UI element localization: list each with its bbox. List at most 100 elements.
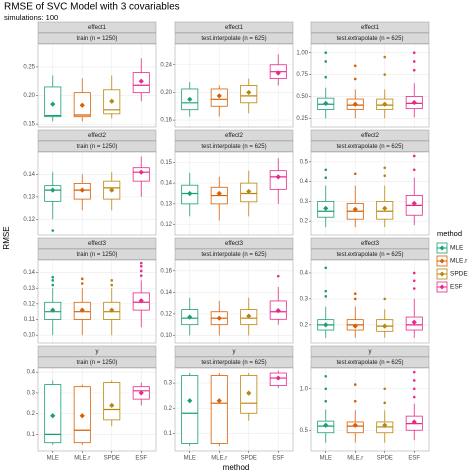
mean-marker: [187, 314, 193, 320]
legend-key-mean: [439, 284, 445, 290]
panel-border: [37, 367, 157, 452]
y-tick-label: 0.3: [164, 381, 173, 387]
box: [181, 375, 199, 444]
outlier: [353, 77, 357, 81]
mean-marker: [352, 206, 358, 212]
strip: [310, 21, 430, 33]
mean-marker: [187, 190, 193, 197]
outlier: [383, 174, 387, 178]
mean-marker: [275, 375, 281, 381]
strip: [37, 21, 157, 33]
outlier: [383, 73, 387, 76]
strip: [174, 140, 294, 152]
outlier: [353, 172, 357, 176]
legend-key-mean: [439, 245, 445, 251]
mean-marker: [79, 102, 85, 108]
y-tick-label: 0.14: [160, 290, 172, 296]
y-tick-label: 0.10: [23, 333, 35, 339]
x-tick-label: SPDE: [377, 456, 393, 462]
y-tick-label: 0.2: [164, 406, 173, 412]
panel-background: [175, 44, 293, 127]
strip: [37, 32, 157, 44]
strip-label: test.interpolate (n = 625): [201, 252, 266, 258]
y-axis-label: RMSE: [2, 226, 11, 249]
panel-border: [37, 43, 157, 128]
mean-marker: [216, 315, 222, 321]
panel-border: [310, 151, 430, 236]
strip-label: train (n = 1250): [77, 36, 118, 42]
outlier: [324, 295, 328, 298]
strip: [174, 237, 294, 249]
mean-marker: [323, 422, 329, 428]
strip: [310, 356, 430, 368]
outlier: [412, 51, 416, 55]
strip: [174, 248, 294, 260]
mean-marker: [109, 187, 115, 193]
strip-label: effect1: [88, 25, 107, 31]
y-tick-label: 0.20: [23, 93, 35, 99]
outlier: [412, 387, 416, 391]
y-tick-label: 0.20: [160, 90, 172, 96]
strip-label: train (n = 1250): [77, 252, 118, 258]
strip: [37, 129, 157, 141]
mean-marker: [216, 93, 222, 99]
mean-marker: [411, 200, 417, 206]
outlier: [110, 283, 114, 287]
mean-marker: [411, 319, 417, 325]
chart-title: RMSE of SVC Model with 3 covariables: [4, 2, 180, 13]
legend-title: method: [437, 229, 462, 238]
box: [103, 382, 121, 421]
x-tick-label: MLE.r: [347, 456, 363, 462]
y-tick-label: 1.00: [296, 50, 308, 56]
strip-label: y: [369, 349, 372, 355]
y-tick-label: 0.75: [296, 72, 308, 78]
mean-marker: [187, 96, 193, 102]
mean-marker: [382, 101, 388, 107]
outlier: [51, 275, 55, 279]
legend-label: MLE.r: [450, 258, 468, 265]
panel-border: [174, 43, 294, 128]
legend-key-mean: [439, 258, 445, 264]
outlier: [139, 264, 143, 268]
strip-label: test.extrapolate (n = 625): [337, 252, 404, 258]
y-tick-label: 0.4: [300, 179, 309, 185]
mean-marker: [352, 101, 358, 107]
mean-marker: [246, 313, 252, 319]
y-tick-label: 0.50: [296, 94, 308, 100]
panel-background: [311, 368, 429, 451]
x-tick-label: ESF: [135, 456, 147, 462]
y-tick-label: 0.2: [27, 411, 36, 417]
mean-marker: [352, 422, 358, 428]
y-tick-label: 0.10: [160, 333, 172, 339]
outlier: [324, 75, 328, 79]
mean-marker: [382, 205, 388, 211]
legend-label: ESF: [450, 284, 463, 291]
y-tick-label: 0.12: [160, 311, 172, 317]
y-tick-label: 0.24: [160, 62, 172, 68]
strip: [310, 129, 430, 141]
outlier: [324, 168, 328, 172]
strip: [37, 356, 157, 368]
strip-label: effect2: [88, 133, 107, 139]
mean-marker: [323, 322, 329, 328]
y-tick-label: 0.12: [160, 222, 172, 228]
outlier: [324, 176, 328, 179]
y-tick-label: 0.4: [27, 370, 36, 376]
mean-marker: [79, 413, 85, 419]
strip-label: train (n = 1250): [77, 360, 118, 366]
strip-label: effect2: [361, 133, 380, 139]
strip: [37, 345, 157, 357]
y-tick-label: 0.16: [160, 118, 172, 124]
strip: [174, 345, 294, 357]
strip-label: y: [96, 349, 99, 355]
y-tick-label: 0.13: [160, 201, 172, 207]
mean-marker: [50, 187, 56, 193]
outlier: [353, 292, 357, 296]
mean-marker: [187, 398, 193, 404]
outlier: [139, 274, 143, 277]
outlier: [412, 271, 416, 275]
mean-marker: [246, 390, 252, 396]
outlier: [412, 370, 416, 374]
strip: [37, 237, 157, 249]
y-tick-label: 0.1: [27, 432, 36, 438]
